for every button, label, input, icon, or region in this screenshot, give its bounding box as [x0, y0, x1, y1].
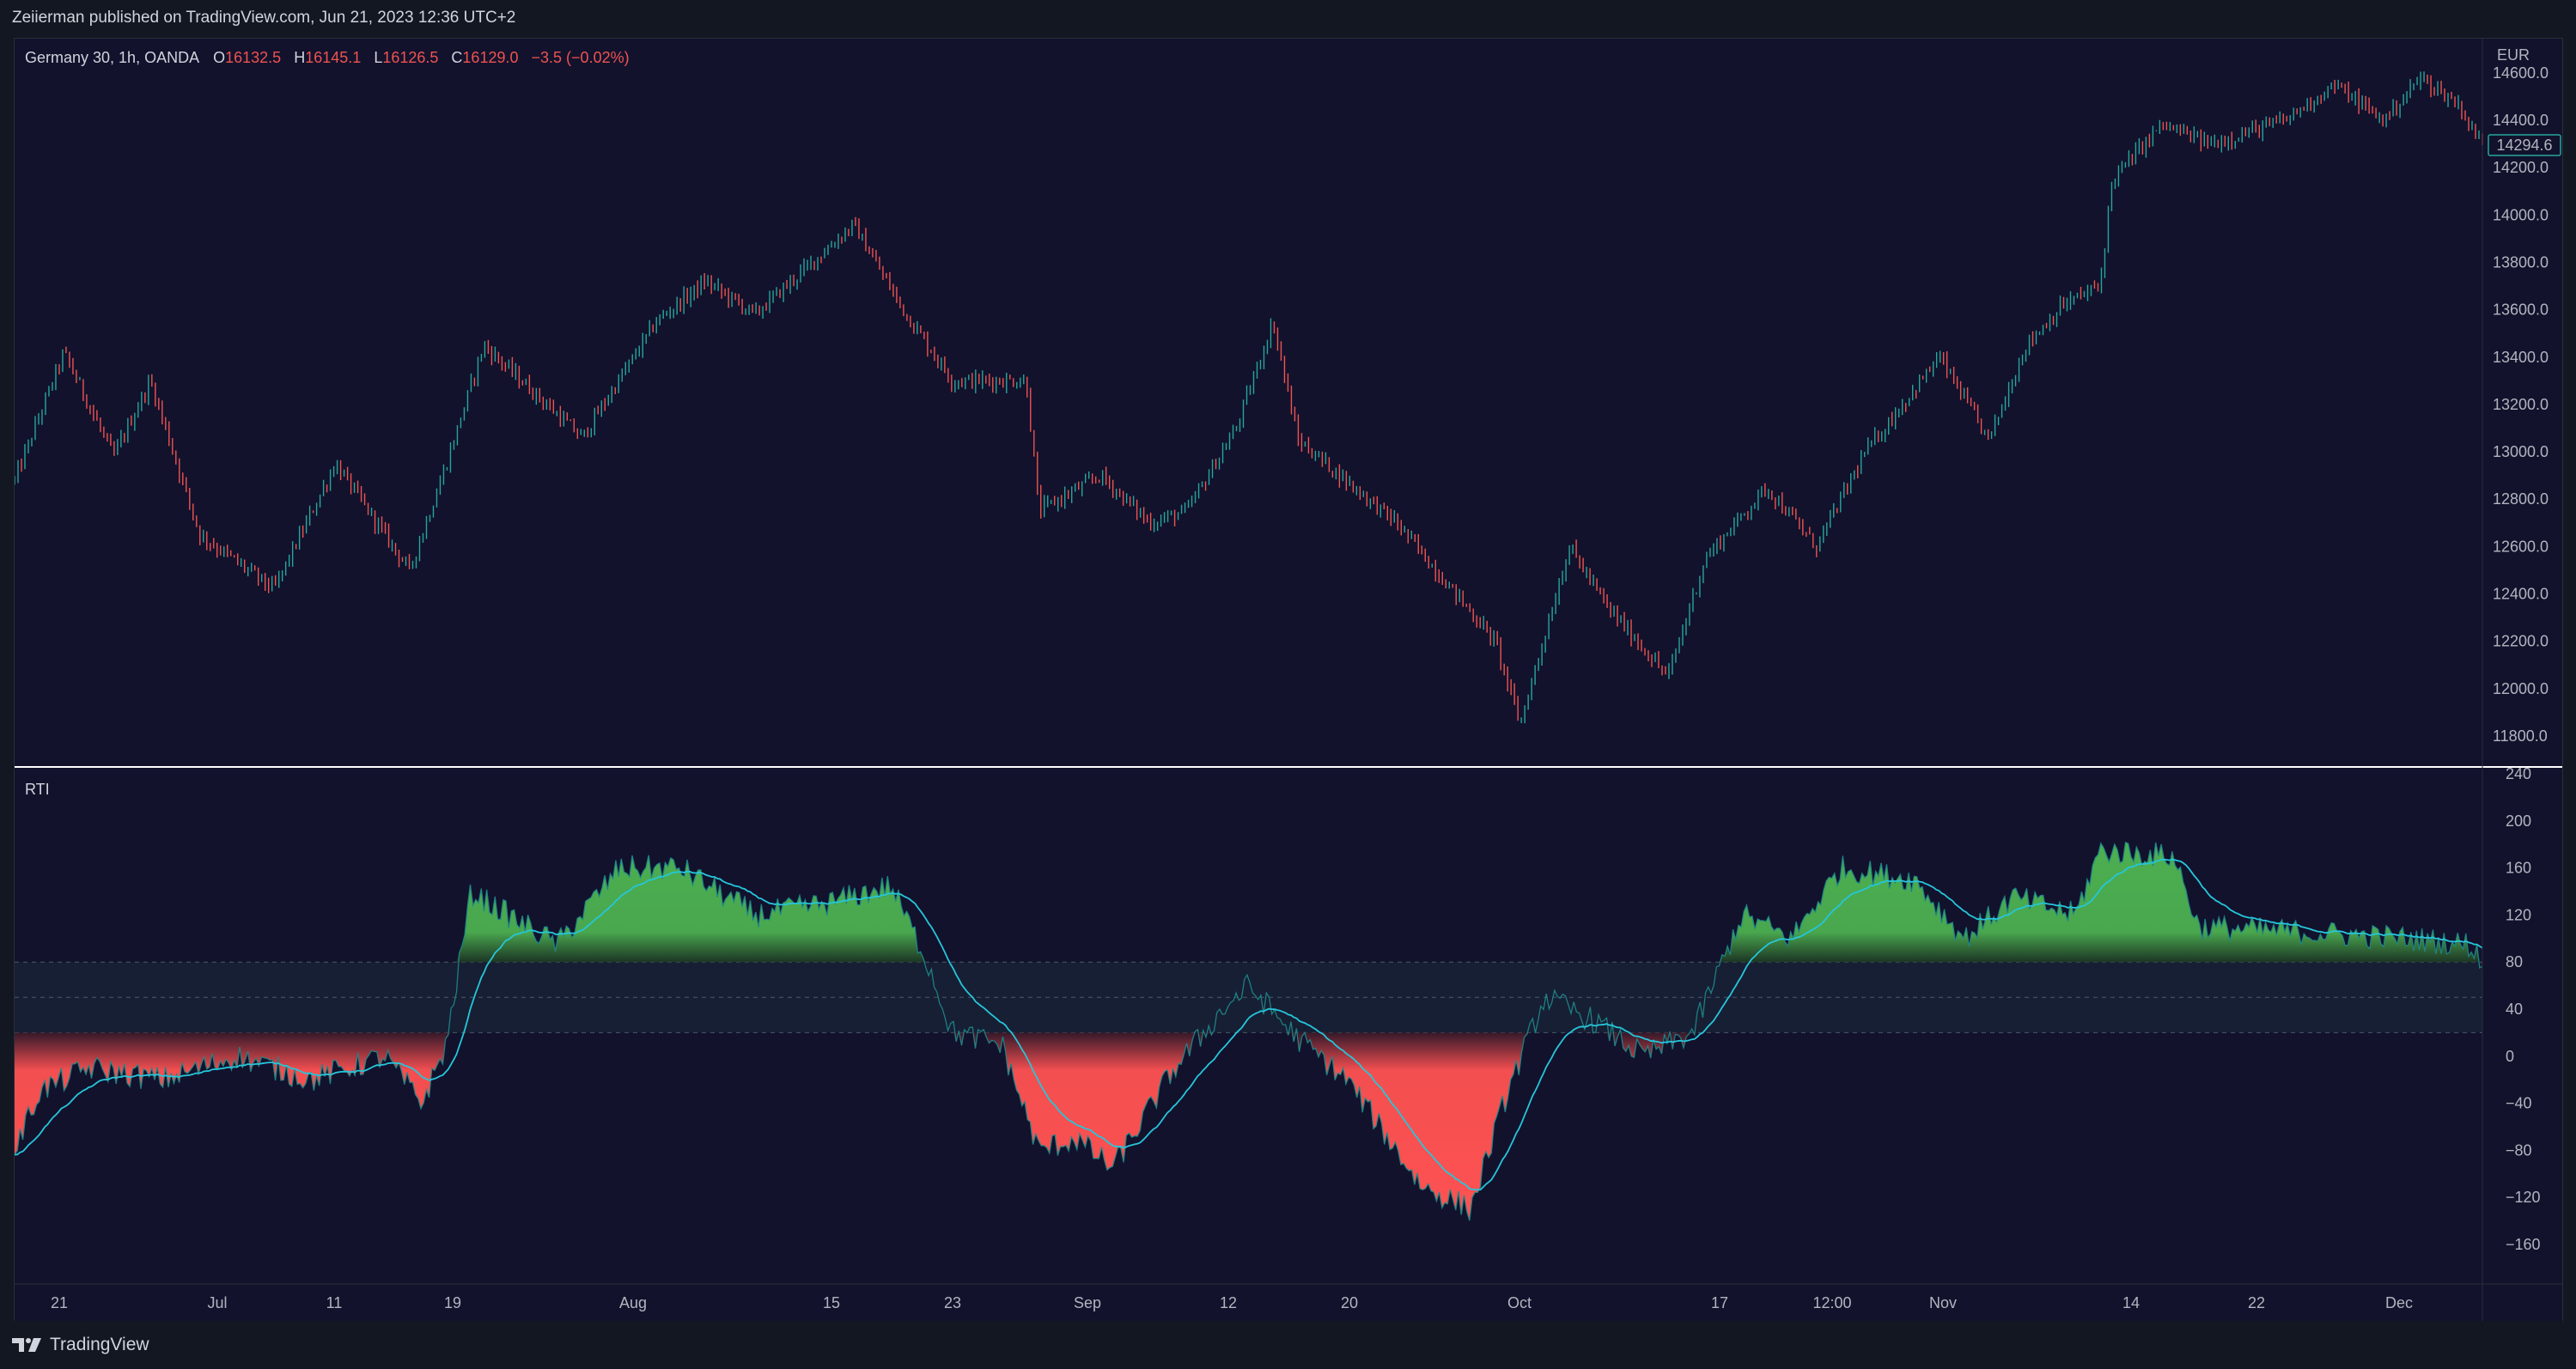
price-tick-label: 13800.0 — [2493, 253, 2549, 271]
price-tick-label: 13400.0 — [2493, 349, 2549, 366]
rti-tick-label: 40 — [2506, 1001, 2523, 1018]
rti-tick-label: −80 — [2506, 1141, 2532, 1159]
rti-tick-label: −120 — [2506, 1189, 2541, 1206]
high-value: 16145.1 — [305, 49, 361, 66]
rti-bear-area — [15, 1032, 2482, 1221]
chart-area[interactable]: 14600.0 14400.0 14200.0 14000.0 13800.0 13600… — [14, 38, 2563, 1322]
time-tick-label: 23 — [944, 1294, 961, 1311]
time-tick-label: Oct — [1507, 1294, 1532, 1311]
rti-tick-label: 240 — [2506, 765, 2531, 782]
last-price-badge: 14294.6 — [2488, 134, 2561, 156]
rti-tick-label: 160 — [2506, 860, 2531, 877]
price-tick-label: 14000.0 — [2493, 206, 2549, 223]
price-tick-label: 13200.0 — [2493, 396, 2549, 413]
price-tick-label: 12600.0 — [2493, 538, 2549, 555]
footer: TradingView — [0, 1321, 2576, 1369]
publisher-header: Zeiierman published on TradingView.com, … — [0, 0, 2576, 38]
open-label: O — [213, 49, 225, 66]
rti-bull-area — [15, 842, 2482, 963]
time-tick-label: 17 — [1711, 1294, 1728, 1311]
time-tick-label: 19 — [444, 1294, 461, 1311]
time-tick-label: 15 — [823, 1294, 840, 1311]
time-tick-label: Dec — [2385, 1294, 2413, 1311]
last-price-box — [2488, 134, 2561, 156]
time-tick-label: 11 — [326, 1294, 343, 1311]
last-price-value: 14294.6 — [2496, 137, 2552, 154]
time-tick-label: 12 — [1220, 1294, 1237, 1311]
time-tick-label: Sep — [1074, 1294, 1101, 1311]
symbol-legend: Germany 30, 1h, OANDA O16132.5 H16145.1 … — [25, 49, 630, 66]
rti-tick-label: −40 — [2506, 1095, 2532, 1112]
price-axis[interactable]: 14600.0 14400.0 14200.0 14000.0 13800.0 13600… — [2493, 64, 2549, 745]
rti-pane[interactable] — [15, 841, 2483, 1221]
price-tick-label: 12400.0 — [2493, 586, 2549, 603]
time-tick-label: 20 — [1341, 1294, 1358, 1311]
indicator-name: RTI — [25, 781, 50, 798]
change-value: −3.5 (−0.02%) — [532, 49, 630, 66]
rti-axis[interactable]: 240 200 160 120 80 40 0 −40 −80 −120 −160 — [2506, 765, 2541, 1253]
price-tick-label: 12800.0 — [2493, 490, 2549, 508]
price-tick-label: 14400.0 — [2493, 112, 2549, 129]
close-value: 16129.0 — [462, 49, 518, 66]
tradingview-logo[interactable]: TradingView — [12, 1333, 149, 1357]
price-tick-label: 13600.0 — [2493, 301, 2549, 319]
tradingview-brand: TradingView — [50, 1335, 149, 1354]
chart-background — [15, 39, 2562, 1321]
rti-tick-label: 0 — [2506, 1048, 2514, 1065]
time-tick-label: 21 — [51, 1294, 68, 1311]
time-axis[interactable]: 21 Jul 11 19 Aug 15 23 Sep 12 20 Oct 17 12:00 Nov 14 22… — [51, 1294, 2413, 1311]
open-value: 16132.5 — [225, 49, 281, 66]
publisher-line: Zeiierman published on TradingView.com, … — [12, 9, 516, 27]
tradingview-logo-icon — [12, 1338, 41, 1352]
rti-line — [15, 841, 2483, 1221]
price-pane[interactable] — [15, 71, 2483, 724]
price-tick-label: 13000.0 — [2493, 443, 2549, 460]
price-tick-label: 12000.0 — [2493, 680, 2549, 697]
rti-tick-label: 120 — [2506, 906, 2531, 923]
low-label: L — [374, 49, 382, 66]
close-label: C — [451, 49, 462, 66]
rti-signal-line — [15, 858, 2483, 1191]
price-tick-label: 14200.0 — [2493, 159, 2549, 176]
currency-label: EUR — [2497, 46, 2530, 64]
time-tick-label: Nov — [1929, 1294, 1957, 1311]
symbol-name: Germany 30, 1h, OANDA — [25, 49, 199, 66]
price-tick-label: 12200.0 — [2493, 633, 2549, 650]
price-tick-label: 14600.0 — [2493, 64, 2549, 82]
time-tick-label: Jul — [207, 1294, 227, 1311]
rti-tick-label: 200 — [2506, 812, 2531, 830]
time-tick-label: Aug — [619, 1294, 647, 1311]
price-tick-label: 11800.0 — [2493, 727, 2548, 745]
time-tick-label: 22 — [2248, 1294, 2265, 1311]
rti-tick-label: 80 — [2506, 953, 2523, 970]
rti-tick-label: −160 — [2506, 1236, 2541, 1253]
high-label: H — [294, 49, 305, 66]
chart-canvas[interactable]: 14600.0 14400.0 14200.0 14000.0 13800.0 13600… — [15, 39, 2562, 1321]
time-tick-label: 12:00 — [1812, 1294, 1851, 1311]
low-value: 16126.5 — [382, 49, 438, 66]
time-tick-label: 14 — [2122, 1294, 2140, 1311]
